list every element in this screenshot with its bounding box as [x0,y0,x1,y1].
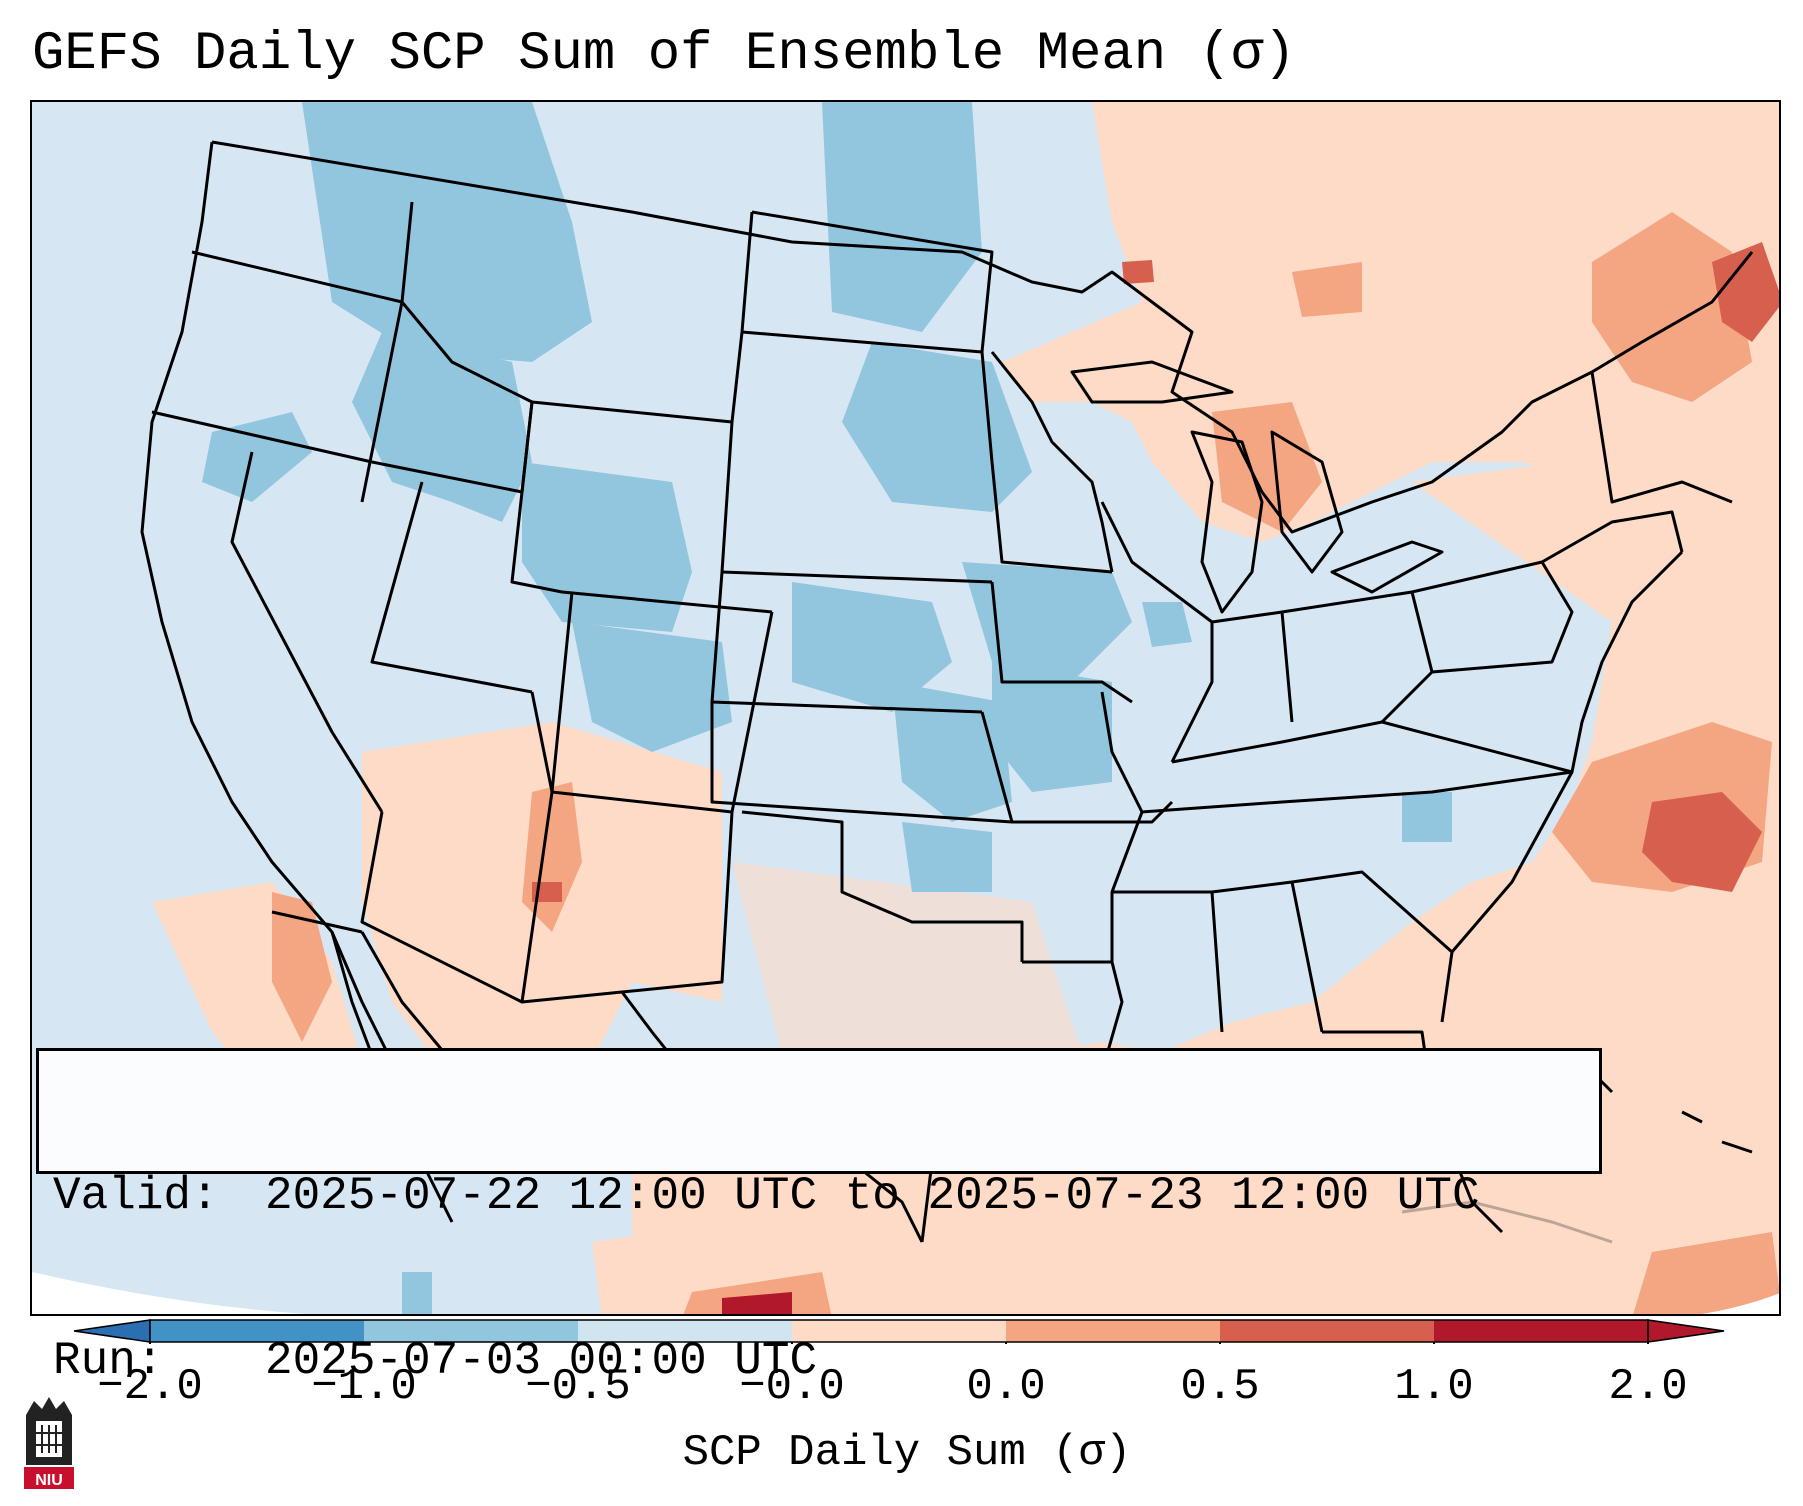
ca-nv-border [230,451,384,813]
caribbean-moderate [1633,1232,1779,1314]
colorbar-extend-max [1647,1319,1725,1343]
dakota-north-blue [822,102,982,332]
map-title: GEFS Daily SCP Sum of Ensemble Mean (σ) [32,24,1296,85]
missouri-blue [992,662,1112,792]
wyoming-blue [522,462,692,632]
tennessee-blue [1402,792,1452,842]
tn-border [1141,770,1573,814]
pacific-blue-patch [402,1272,432,1314]
nm-border [520,691,734,1004]
nc-va-border [1171,720,1574,953]
colorbar-frame [149,1319,1649,1343]
valid-value: 2025-07-22 12:00 UTC to 2025-07-23 12:00… [265,1170,1480,1222]
wy-border [510,401,773,614]
maritimes-strong [1712,242,1779,342]
colorbar-tick-label: −0.0 [739,1362,845,1412]
co-border [550,591,774,814]
negative-anomaly-regions [202,102,1452,1314]
projection-edge-left [32,1272,305,1314]
valid-run-info-box: Valid: 2025-07-22 12:00 UTC to 2025-07-23… [36,1048,1602,1387]
logo-badge [24,1467,74,1489]
colorbar-tick-label: 2.0 [1608,1362,1688,1412]
indiana-blue [1142,602,1192,647]
oklahoma-blue [902,822,992,892]
colorbar-tick-label: −1.0 [311,1362,417,1412]
colorbar-tick-label: −2.0 [97,1362,203,1412]
logo-text: NIU [35,1472,63,1489]
new-england [1590,371,1733,504]
projection-edge-right [1702,1293,1779,1314]
lake-superior [1070,360,1234,404]
ny-border [1541,510,1684,564]
cuba-outline [1401,1200,1613,1244]
id-border-west [360,301,404,503]
colorbar-tick-label: 1.0 [1394,1362,1474,1412]
northwest-blue [302,102,592,362]
run-label: Run: [53,1335,164,1387]
colorado-blue [572,622,732,752]
michigan-moderate [1212,402,1322,532]
niu-logo: NIU [24,1397,74,1489]
mn-border [990,351,1114,573]
ia-mo [990,581,1133,704]
colorbar-segment [578,1320,792,1342]
lake-michigan [1190,430,1264,614]
mt-wy-border [531,211,754,424]
quebec-moderate [1592,212,1752,402]
atlantic-strong [1642,792,1762,892]
colorbar-tick-label: −0.5 [525,1362,631,1412]
colorbar-segment [1006,1320,1220,1342]
colorbar-segment [1220,1320,1434,1342]
pa-border [1411,560,1574,674]
colorbar-segment [364,1320,578,1342]
nd-sd-border [741,330,983,354]
ia-north [990,461,1113,574]
colorbar-extend-min [73,1319,151,1343]
oregon-blue [202,412,312,502]
lake-erie [1330,540,1444,594]
lake-huron [1270,430,1344,574]
mid-atlantic-coast [1570,550,1684,773]
ontario-moderate [1292,262,1362,317]
ks-ok-border [710,702,1013,824]
yucatan-strong [722,1292,792,1314]
nd-border [751,210,994,463]
ontario-strong [1122,260,1154,284]
la-border [1022,960,1124,1073]
colorbar-tick-label: 0.5 [1180,1362,1260,1412]
oh-border [1281,590,1434,724]
iowa-blue [962,562,1132,682]
nv-ut-border [370,481,533,694]
colorbar-segment [792,1320,1006,1342]
nv-id-border [371,460,523,494]
colorbar-label: SCP Daily Sum (σ) [682,1428,1132,1478]
ga-sc [1291,870,1454,1023]
colorbar [73,1319,1725,1344]
az-mexico-border [271,910,363,934]
east-warm-region [592,102,1779,1314]
us-canada-border [211,140,1754,534]
valid-label: Valid: [53,1170,219,1222]
colorbar-segment [150,1320,364,1342]
bahamas-3 [1721,1140,1753,1154]
yucatan-moderate [683,1272,832,1314]
colorbar-segment [1434,1320,1648,1342]
ok-tx-border [741,810,1024,962]
nebraska-blue [792,582,952,712]
wa-or-border [191,250,403,304]
logo-grid [36,1425,62,1453]
gulf-california-moderate [272,892,332,1042]
colorbar-tick-label: 0.0 [966,1362,1046,1412]
bahamas-2 [1681,1110,1703,1124]
az-border [360,811,523,1004]
strong-anomaly-regions [532,242,1779,1314]
or-ca-border [151,410,373,464]
run-value: 2025-07-03 00:00 UTC [265,1335,818,1387]
